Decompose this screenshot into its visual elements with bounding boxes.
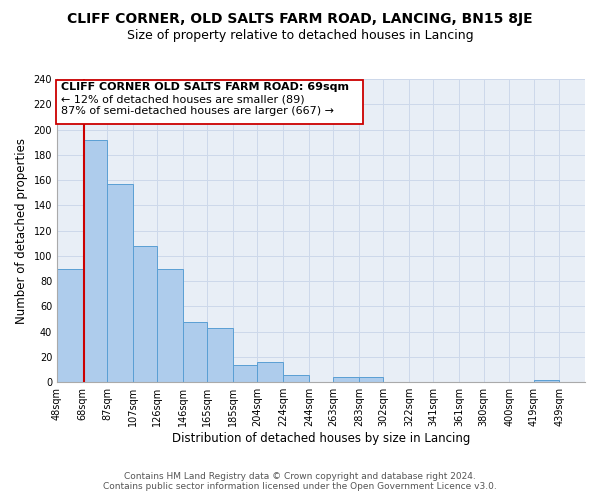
Text: Contains public sector information licensed under the Open Government Licence v3: Contains public sector information licen… (103, 482, 497, 491)
Bar (157, 268, 183, 382)
Bar (359, 377, 383, 382)
Text: ← 12% of detached houses are smaller (89): ← 12% of detached houses are smaller (89… (61, 94, 305, 104)
Y-axis label: Number of detached properties: Number of detached properties (15, 138, 28, 324)
Bar (333, 377, 359, 382)
FancyBboxPatch shape (56, 80, 363, 124)
Text: CLIFF CORNER, OLD SALTS FARM ROAD, LANCING, BN15 8JE: CLIFF CORNER, OLD SALTS FARM ROAD, LANCI… (67, 12, 533, 26)
Bar (83, 140, 107, 382)
Text: Contains HM Land Registry data © Crown copyright and database right 2024.: Contains HM Land Registry data © Crown c… (124, 472, 476, 481)
Text: CLIFF CORNER OLD SALTS FARM ROAD: 69sqm: CLIFF CORNER OLD SALTS FARM ROAD: 69sqm (61, 82, 349, 92)
X-axis label: Distribution of detached houses by size in Lancing: Distribution of detached houses by size … (172, 432, 470, 445)
Text: 87% of semi-detached houses are larger (667) →: 87% of semi-detached houses are larger (… (61, 106, 334, 116)
Bar (107, 184, 133, 382)
Bar (183, 322, 208, 382)
Bar (257, 362, 283, 382)
Text: Size of property relative to detached houses in Lancing: Size of property relative to detached ho… (127, 29, 473, 42)
Bar (133, 246, 157, 382)
Bar (57, 268, 83, 382)
Bar (283, 374, 309, 382)
Bar (208, 328, 233, 382)
Bar (533, 380, 559, 382)
Bar (233, 364, 257, 382)
